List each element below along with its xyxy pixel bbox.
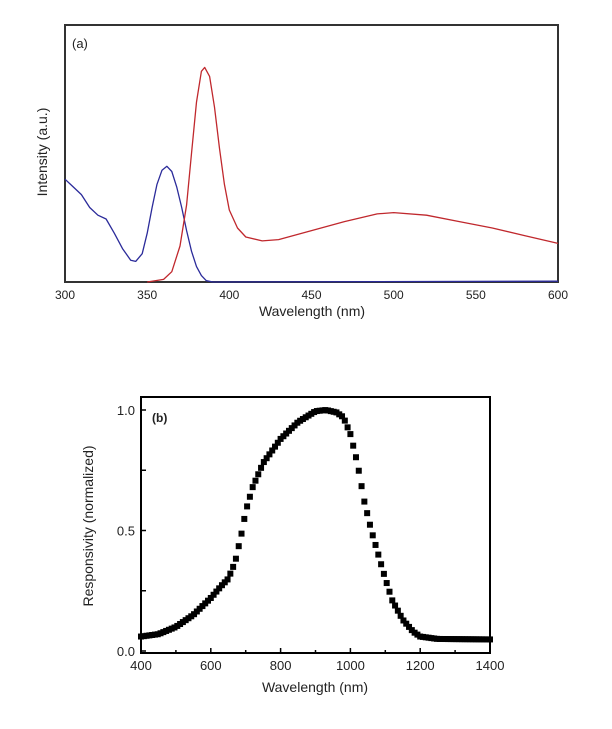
x-tick-label-a: 350	[137, 288, 157, 302]
data-point	[352, 454, 359, 461]
data-point	[255, 471, 262, 478]
data-point	[249, 484, 256, 491]
data-point	[397, 612, 404, 619]
data-point	[372, 541, 379, 548]
panel-label-b: (b)	[152, 411, 167, 425]
data-point	[341, 417, 348, 424]
data-point	[369, 532, 376, 539]
x-tick-label-a: 550	[466, 288, 486, 302]
panel-b: (b) Wavelength (nm) Responsivity (normal…	[80, 396, 505, 695]
data-point	[383, 580, 390, 587]
data-point	[224, 576, 231, 583]
series-line-absorption	[64, 165, 559, 283]
y-tick-label-b: 0.5	[117, 524, 135, 539]
data-point	[207, 594, 214, 601]
data-point	[227, 570, 234, 577]
x-tick-label-a: 300	[55, 288, 75, 302]
data-point	[246, 493, 253, 500]
data-point	[386, 588, 393, 595]
data-point	[269, 447, 276, 454]
data-point	[244, 503, 251, 510]
data-point	[235, 543, 242, 550]
y-tick-label-b: 0.0	[117, 644, 135, 659]
data-point	[232, 555, 239, 562]
panel-a: (a) Wavelength (nm) Intensity (a.u.) 300…	[34, 24, 568, 319]
data-point	[389, 597, 396, 604]
data-point	[274, 439, 281, 446]
plot-frame-a	[64, 24, 559, 283]
data-point	[380, 570, 387, 577]
data-point	[378, 561, 385, 568]
data-point	[394, 607, 401, 614]
data-point	[263, 455, 270, 462]
data-point	[347, 431, 354, 438]
y-axis-label-a: Intensity (a.u.)	[34, 108, 50, 197]
data-point	[258, 464, 265, 471]
x-tick-label-b: 1000	[336, 658, 365, 673]
data-point	[344, 424, 351, 431]
x-tick-label-b: 1400	[476, 658, 505, 673]
data-point	[350, 442, 357, 449]
data-point	[392, 602, 399, 609]
data-point	[355, 467, 362, 474]
x-tick-label-a: 600	[548, 288, 568, 302]
data-point	[252, 477, 259, 484]
series-line-emission	[147, 66, 559, 283]
data-point	[375, 551, 382, 558]
x-tick-label-b: 600	[200, 658, 222, 673]
data-point	[210, 591, 217, 598]
data-point	[361, 498, 368, 505]
data-point	[216, 585, 223, 592]
data-point	[364, 510, 371, 517]
y-axis-label-b: Responsivity (normalized)	[80, 445, 96, 606]
panel-label-a: (a)	[72, 36, 88, 51]
x-axis-label-b: Wavelength (nm)	[262, 679, 368, 695]
data-point	[339, 413, 346, 420]
data-point	[366, 521, 373, 528]
data-point	[358, 483, 365, 490]
data-point	[272, 443, 279, 450]
x-tick-label-b: 800	[270, 658, 292, 673]
data-point	[403, 620, 410, 627]
data-point	[400, 617, 407, 624]
data-point	[238, 530, 245, 537]
x-tick-label-a: 450	[301, 288, 321, 302]
data-point	[241, 515, 248, 522]
y-tick-label-b: 1.0	[117, 403, 135, 418]
data-point	[260, 459, 267, 466]
data-point	[406, 623, 413, 630]
data-point	[266, 451, 273, 458]
x-axis-label-a: Wavelength (nm)	[259, 303, 365, 319]
x-tick-label-b: 1200	[406, 658, 435, 673]
data-point	[230, 563, 237, 570]
data-point	[213, 588, 220, 595]
x-tick-label-a: 500	[384, 288, 404, 302]
x-tick-label-a: 400	[219, 288, 239, 302]
x-tick-label-b: 400	[130, 658, 152, 673]
